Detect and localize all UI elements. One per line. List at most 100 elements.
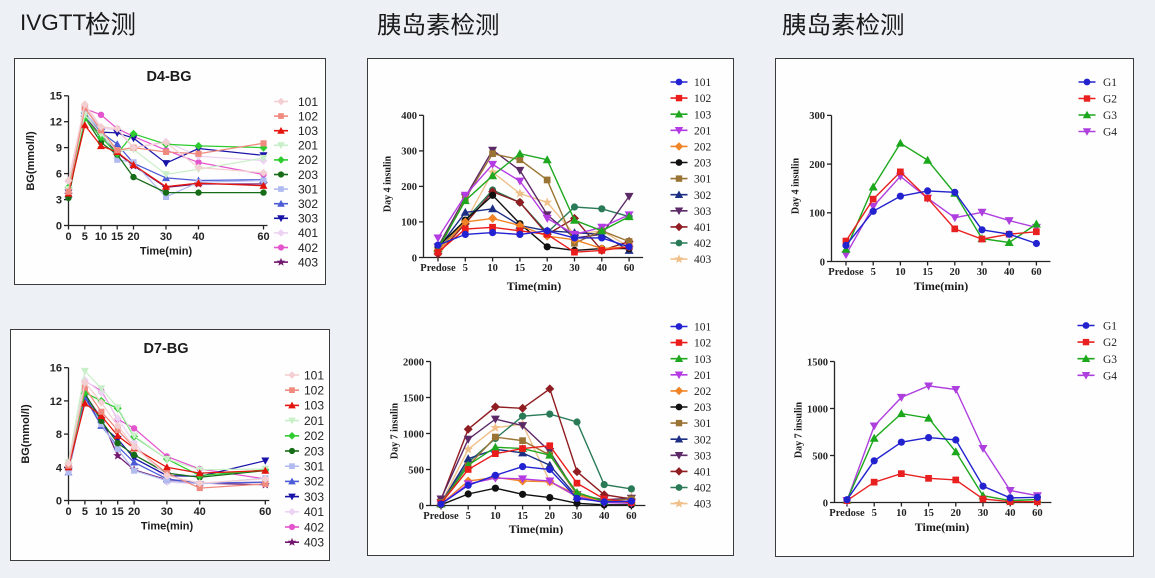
svg-text:300: 300 <box>401 147 417 158</box>
svg-text:6: 6 <box>56 169 62 181</box>
svg-text:101: 101 <box>694 322 712 334</box>
svg-text:G2: G2 <box>1103 337 1117 349</box>
svg-text:G1: G1 <box>1103 77 1117 89</box>
svg-text:Day 7 insulin: Day 7 insulin <box>390 402 401 459</box>
svg-text:16: 16 <box>50 363 62 375</box>
svg-text:15: 15 <box>112 506 124 518</box>
svg-text:8: 8 <box>56 429 62 441</box>
svg-text:20: 20 <box>951 508 962 519</box>
svg-text:15: 15 <box>111 231 123 243</box>
svg-text:20: 20 <box>545 511 556 522</box>
svg-text:100: 100 <box>401 218 417 229</box>
svg-text:201: 201 <box>694 125 712 137</box>
svg-text:202: 202 <box>298 153 318 167</box>
svg-text:100: 100 <box>809 209 825 220</box>
svg-text:300: 300 <box>809 111 825 122</box>
svg-text:10: 10 <box>95 231 107 243</box>
svg-text:15: 15 <box>923 508 934 519</box>
svg-text:202: 202 <box>694 142 712 154</box>
svg-text:302: 302 <box>694 190 712 202</box>
svg-text:403: 403 <box>694 499 712 511</box>
svg-text:15: 15 <box>50 91 62 103</box>
svg-text:303: 303 <box>694 206 712 218</box>
svg-text:303: 303 <box>694 450 712 462</box>
svg-text:500: 500 <box>408 465 424 476</box>
svg-text:60: 60 <box>259 506 271 518</box>
svg-text:BG(mmol/l): BG(mmol/l) <box>25 131 37 191</box>
svg-text:10: 10 <box>490 511 501 522</box>
svg-text:12: 12 <box>50 396 62 408</box>
svg-text:101: 101 <box>304 368 324 382</box>
svg-text:1500: 1500 <box>807 357 828 368</box>
svg-text:40: 40 <box>599 511 610 522</box>
svg-text:Day 7 insulin: Day 7 insulin <box>794 401 805 458</box>
svg-text:G4: G4 <box>1103 127 1117 139</box>
svg-text:40: 40 <box>1004 267 1015 278</box>
svg-text:10: 10 <box>895 267 906 278</box>
svg-text:15: 15 <box>517 511 528 522</box>
svg-text:401: 401 <box>304 505 324 519</box>
svg-text:30: 30 <box>161 506 173 518</box>
svg-text:10: 10 <box>95 506 107 518</box>
svg-text:60: 60 <box>1031 267 1042 278</box>
svg-text:15: 15 <box>922 267 933 278</box>
svg-text:60: 60 <box>624 263 635 274</box>
svg-text:0: 0 <box>56 496 62 508</box>
svg-text:Day 4 insulin: Day 4 insulin <box>791 157 802 214</box>
svg-text:5: 5 <box>872 508 877 519</box>
svg-text:4: 4 <box>56 462 63 474</box>
svg-text:0: 0 <box>823 498 828 509</box>
svg-text:9: 9 <box>56 143 62 155</box>
svg-text:G3: G3 <box>1103 110 1117 122</box>
svg-text:102: 102 <box>694 338 712 350</box>
svg-text:402: 402 <box>304 520 324 534</box>
svg-text:0: 0 <box>820 257 825 268</box>
svg-text:103: 103 <box>694 109 712 121</box>
svg-text:403: 403 <box>694 254 712 266</box>
svg-text:BG(mmol/l): BG(mmol/l) <box>20 404 32 464</box>
svg-text:10: 10 <box>487 263 498 274</box>
svg-text:301: 301 <box>298 182 318 196</box>
svg-text:30: 30 <box>569 263 580 274</box>
svg-text:5: 5 <box>463 263 468 274</box>
svg-text:101: 101 <box>694 77 712 89</box>
svg-text:40: 40 <box>194 506 206 518</box>
svg-text:401: 401 <box>694 467 712 479</box>
svg-text:0: 0 <box>412 253 417 264</box>
svg-text:103: 103 <box>298 124 318 138</box>
svg-text:3: 3 <box>56 195 62 207</box>
svg-text:400: 400 <box>401 111 417 122</box>
svg-text:203: 203 <box>694 402 712 414</box>
svg-text:5: 5 <box>466 511 471 522</box>
svg-text:10: 10 <box>896 508 907 519</box>
svg-text:102: 102 <box>694 93 712 105</box>
svg-text:30: 30 <box>978 508 989 519</box>
svg-text:200: 200 <box>809 160 825 171</box>
svg-text:Time(min): Time(min) <box>915 520 969 534</box>
svg-text:0: 0 <box>56 221 62 233</box>
svg-text:0: 0 <box>419 501 424 512</box>
svg-text:60: 60 <box>257 231 269 243</box>
svg-text:30: 30 <box>160 231 172 243</box>
svg-text:5: 5 <box>82 231 88 243</box>
svg-text:1000: 1000 <box>807 404 828 415</box>
svg-text:203: 203 <box>304 444 324 458</box>
svg-text:D4-BG: D4-BG <box>146 69 191 85</box>
svg-text:203: 203 <box>298 168 318 182</box>
svg-text:301: 301 <box>694 174 712 186</box>
svg-text:101: 101 <box>298 95 318 109</box>
svg-text:202: 202 <box>304 429 324 443</box>
svg-text:40: 40 <box>1005 508 1016 519</box>
svg-text:302: 302 <box>298 197 318 211</box>
svg-text:20: 20 <box>127 231 139 243</box>
svg-text:Time(min): Time(min) <box>140 246 193 258</box>
svg-text:201: 201 <box>694 370 712 382</box>
svg-text:Predose: Predose <box>828 267 864 278</box>
svg-text:102: 102 <box>298 109 318 123</box>
svg-text:Time(min): Time(min) <box>914 279 968 293</box>
svg-text:401: 401 <box>298 226 318 240</box>
svg-text:30: 30 <box>572 511 583 522</box>
svg-text:303: 303 <box>298 212 318 226</box>
svg-text:103: 103 <box>304 399 324 413</box>
svg-text:500: 500 <box>812 451 828 462</box>
